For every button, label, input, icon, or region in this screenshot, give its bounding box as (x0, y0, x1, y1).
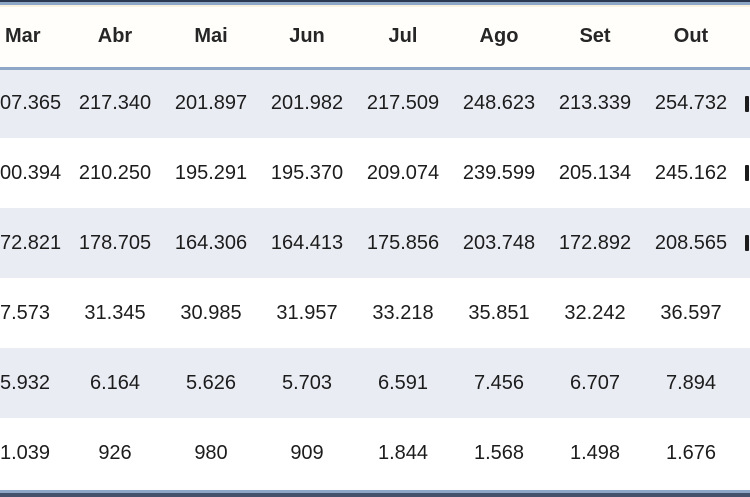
clipped-cell (739, 138, 750, 208)
clipped-cell (739, 68, 750, 138)
cell: 07.365 (0, 92, 62, 115)
cell: 7.894 (665, 371, 717, 394)
cell: 172.892 (558, 231, 632, 254)
cell: 980 (194, 441, 228, 464)
cell: 195.291 (174, 161, 248, 184)
cell: 217.509 (366, 92, 440, 115)
cell: 245.162 (654, 161, 728, 184)
clipped-cell (739, 278, 750, 348)
cell: 5.703 (281, 371, 333, 394)
header-row: Mar Abr Mai Jun Jul Ago Set Out (0, 7, 750, 70)
cell: 909 (290, 441, 324, 464)
top-dark-border (0, 0, 750, 2)
cell: 209.074 (366, 161, 440, 184)
column-header-mar: Mar (0, 7, 67, 70)
cell: 1.039 (0, 441, 51, 464)
cell: 30.985 (180, 301, 242, 324)
cell: 32.242 (564, 301, 626, 324)
column-header-jun: Jun (259, 7, 355, 70)
cell: 201.982 (270, 92, 344, 115)
cell: 1.568 (473, 441, 525, 464)
cell: 5.626 (185, 371, 237, 394)
column-header-abr: Abr (67, 7, 163, 70)
column-header-out: Out (643, 7, 739, 70)
cell: 31.345 (84, 301, 146, 324)
clipped-cell (739, 348, 750, 418)
cell: 33.218 (372, 301, 434, 324)
cell: 175.856 (366, 231, 440, 254)
cell: 35.851 (468, 301, 530, 324)
bottom-dark-border (0, 493, 750, 497)
cell: 208.565 (654, 231, 728, 254)
cell: 5.932 (0, 371, 51, 394)
cell: 00.394 (0, 161, 62, 184)
table-row: 7.573 31.345 30.985 31.957 33.218 35.851… (0, 278, 750, 348)
clipped-cell (739, 208, 750, 278)
cell: 1.844 (377, 441, 429, 464)
cell: 205.134 (558, 161, 632, 184)
clipped-digit-sliver (745, 235, 749, 251)
cell: 7.573 (0, 301, 51, 324)
cell: 31.957 (276, 301, 338, 324)
bottom-blue-border (0, 490, 750, 493)
column-header-clipped (739, 7, 750, 70)
cell: 6.591 (377, 371, 429, 394)
table-row: 5.932 6.164 5.626 5.703 6.591 7.456 6.70… (0, 348, 750, 418)
cell: 6.707 (569, 371, 621, 394)
cell: 1.676 (665, 441, 717, 464)
cell: 1.498 (569, 441, 621, 464)
cell: 217.340 (78, 92, 152, 115)
clipped-cell (739, 418, 750, 488)
column-header-ago: Ago (451, 7, 547, 70)
table-row: 72.821 178.705 164.306 164.413 175.856 2… (0, 208, 750, 278)
cell: 178.705 (78, 231, 152, 254)
cell: 6.164 (89, 371, 141, 394)
table-row: 1.039 926 980 909 1.844 1.568 1.498 1.67… (0, 418, 750, 488)
top-cream-border (0, 5, 750, 7)
cell: 210.250 (78, 161, 152, 184)
top-blue-border (0, 2, 750, 5)
data-table: Mar Abr Mai Jun Jul Ago Set Out 07.365 2… (0, 7, 750, 488)
column-header-mai: Mai (163, 7, 259, 70)
cell: 164.413 (270, 231, 344, 254)
cell: 201.897 (174, 92, 248, 115)
table-row: 00.394 210.250 195.291 195.370 209.074 2… (0, 138, 750, 208)
cell: 926 (98, 441, 132, 464)
cell: 254.732 (654, 92, 728, 115)
column-header-set: Set (547, 7, 643, 70)
cell: 164.306 (174, 231, 248, 254)
cell: 203.748 (462, 231, 536, 254)
clipped-digit-sliver (745, 95, 749, 112)
cell: 248.623 (462, 92, 536, 115)
cell: 72.821 (0, 231, 62, 254)
cell: 213.339 (558, 92, 632, 115)
clipped-digit-sliver (745, 165, 749, 181)
column-header-jul: Jul (355, 7, 451, 70)
table-row: 07.365 217.340 201.897 201.982 217.509 2… (0, 68, 750, 138)
cell: 7.456 (473, 371, 525, 394)
cell: 195.370 (270, 161, 344, 184)
cell: 239.599 (462, 161, 536, 184)
cell: 36.597 (660, 301, 722, 324)
